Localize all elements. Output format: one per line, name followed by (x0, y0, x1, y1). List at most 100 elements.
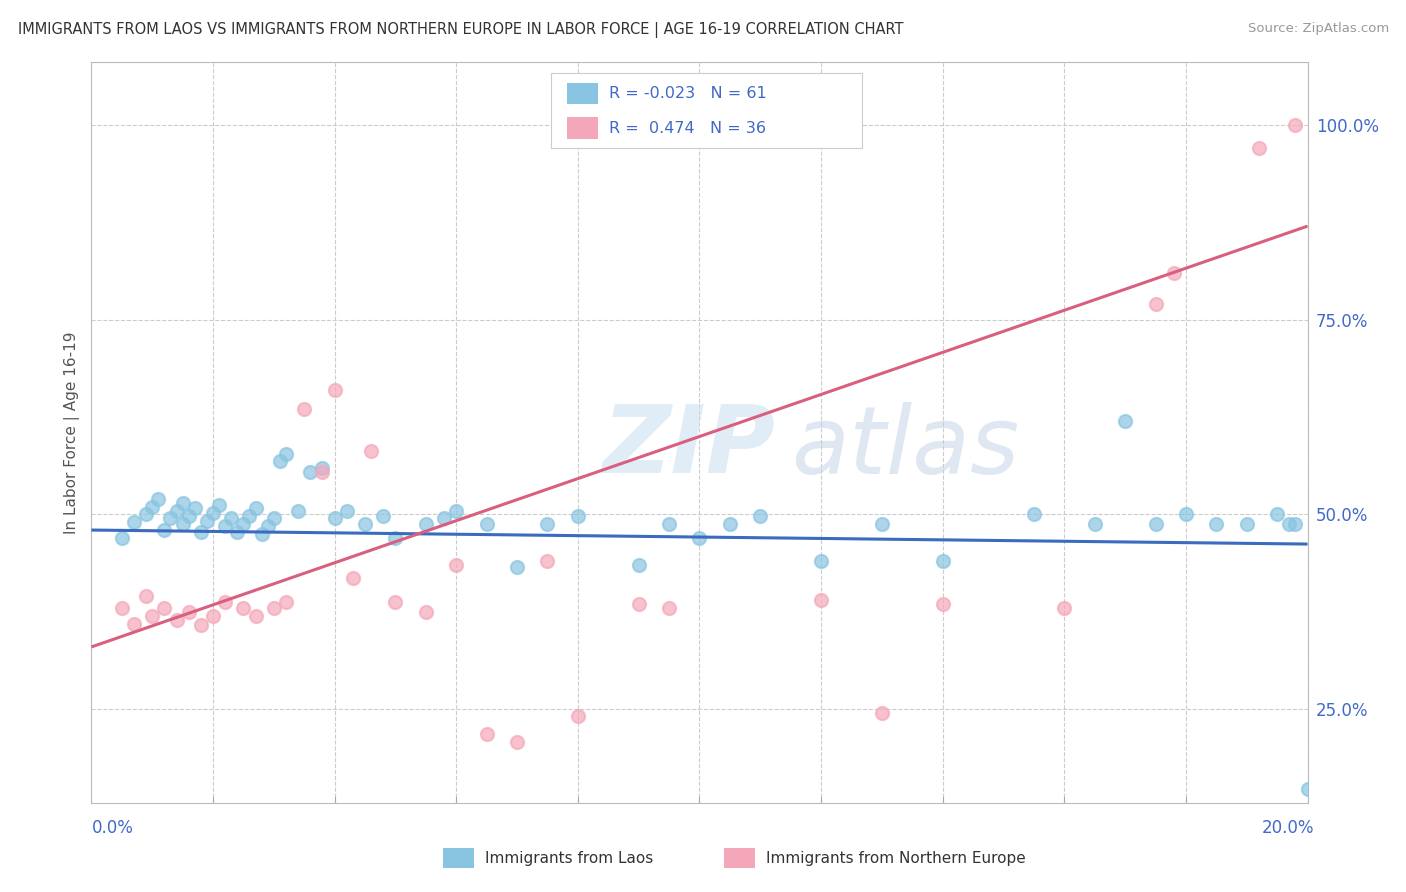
Point (214, 519, 236, 533)
Point (354, 516, 377, 531)
Point (627, 558, 650, 573)
Point (263, 601, 285, 615)
Point (274, 447, 297, 461)
Point (415, 516, 437, 531)
Point (931, 597, 953, 611)
Point (1296, 781, 1319, 796)
Point (172, 516, 194, 531)
Point (166, 613, 188, 627)
Text: 20.0%: 20.0% (1263, 819, 1315, 837)
Point (226, 524, 249, 539)
Point (384, 595, 406, 609)
Point (245, 608, 267, 623)
Point (141, 500, 163, 514)
Point (202, 608, 225, 623)
Point (214, 595, 236, 609)
Point (1114, 414, 1136, 428)
Point (384, 531, 406, 545)
Point (1265, 508, 1288, 522)
Point (749, 508, 772, 523)
Point (658, 601, 681, 615)
Point (202, 506, 225, 520)
Text: IMMIGRANTS FROM LAOS VS IMMIGRANTS FROM NORTHERN EUROPE IN LABOR FORCE | AGE 16-: IMMIGRANTS FROM LAOS VS IMMIGRANTS FROM … (18, 22, 904, 38)
Point (810, 593, 832, 607)
Point (292, 402, 315, 417)
Point (250, 527, 273, 541)
Point (159, 511, 181, 525)
Point (269, 454, 291, 468)
Point (195, 514, 218, 528)
Point (323, 511, 346, 525)
Point (148, 491, 170, 506)
Point (342, 571, 364, 585)
Text: Source: ZipAtlas.com: Source: ZipAtlas.com (1249, 22, 1389, 36)
Point (1084, 516, 1107, 531)
Point (219, 511, 242, 525)
Text: Immigrants from Northern Europe: Immigrants from Northern Europe (766, 851, 1026, 865)
Point (688, 531, 710, 545)
Point (135, 508, 157, 522)
Point (536, 554, 558, 568)
Point (1278, 516, 1301, 531)
Point (870, 706, 893, 721)
Point (1284, 118, 1306, 132)
Point (153, 523, 176, 537)
Point (373, 508, 395, 523)
Point (1144, 516, 1167, 531)
Point (232, 601, 254, 615)
Point (1247, 141, 1270, 155)
Point (232, 516, 254, 531)
Point (111, 531, 134, 545)
Point (311, 465, 333, 479)
Point (506, 735, 529, 749)
Point (166, 503, 188, 517)
Point (256, 519, 278, 533)
Point (336, 503, 359, 517)
Point (238, 508, 260, 523)
Point (274, 595, 297, 609)
Point (1174, 508, 1197, 522)
Point (323, 383, 346, 397)
Point (311, 460, 333, 475)
Point (1163, 266, 1185, 280)
Point (135, 589, 157, 603)
Y-axis label: In Labor Force | Age 16-19: In Labor Force | Age 16-19 (65, 331, 80, 534)
Point (718, 516, 741, 531)
Point (1284, 516, 1306, 531)
Point (1236, 516, 1258, 531)
Point (1205, 516, 1227, 531)
Text: R = -0.023   N = 61: R = -0.023 N = 61 (609, 86, 766, 101)
Point (475, 727, 498, 741)
Text: R =  0.474   N = 36: R = 0.474 N = 36 (609, 120, 766, 136)
Point (172, 496, 194, 510)
Point (245, 501, 267, 516)
Point (190, 524, 212, 539)
Point (444, 503, 467, 517)
Point (870, 516, 893, 531)
Point (506, 560, 529, 574)
Point (536, 516, 558, 531)
Point (184, 501, 207, 516)
Point (153, 601, 176, 615)
Point (567, 508, 589, 523)
Point (1022, 508, 1045, 522)
Point (1053, 601, 1076, 615)
Point (658, 516, 681, 531)
Text: atlas: atlas (790, 402, 1019, 493)
Point (475, 516, 498, 531)
Point (444, 558, 467, 573)
Point (122, 515, 145, 529)
Point (931, 554, 953, 568)
Point (567, 708, 589, 723)
Text: Immigrants from Laos: Immigrants from Laos (485, 851, 654, 865)
Point (287, 503, 309, 517)
Point (141, 608, 163, 623)
Point (299, 465, 322, 479)
Point (360, 443, 382, 458)
Point (627, 597, 650, 611)
Point (1144, 297, 1167, 311)
Point (208, 498, 231, 512)
Point (190, 618, 212, 632)
Text: ZIP: ZIP (602, 401, 775, 493)
Point (810, 554, 832, 568)
